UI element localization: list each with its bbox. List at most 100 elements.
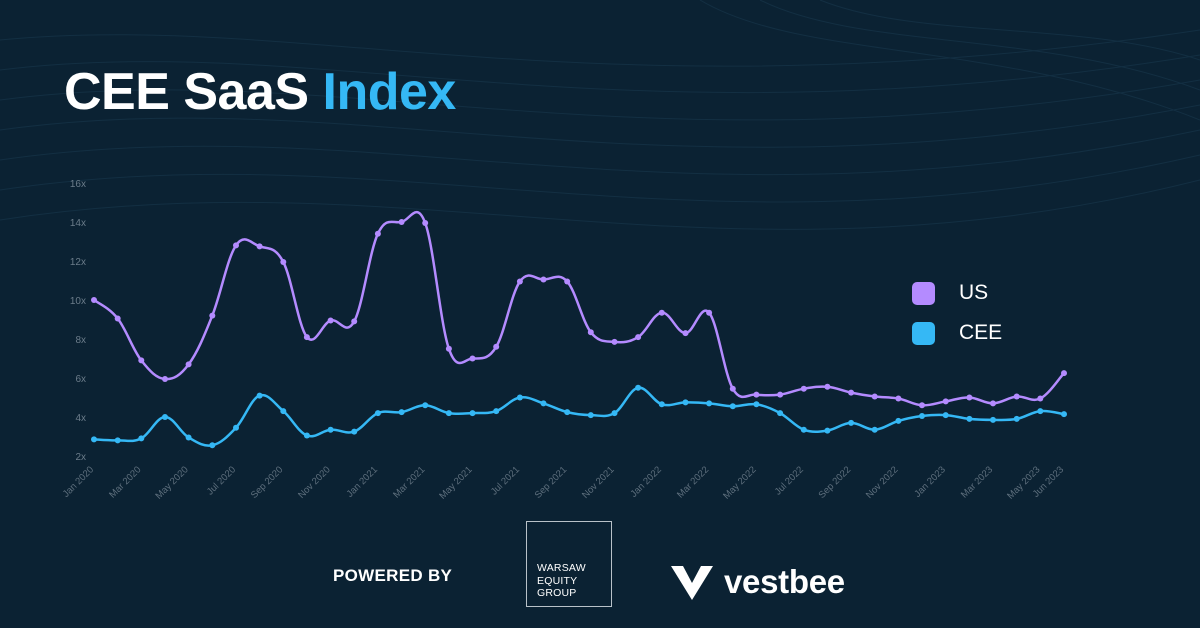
data-point-cee xyxy=(990,416,996,423)
data-point-us xyxy=(635,334,642,341)
data-point-us xyxy=(706,309,713,316)
y-tick-label: 4x xyxy=(75,413,86,424)
data-point-us xyxy=(233,242,239,249)
data-point-us xyxy=(516,278,523,285)
data-point-cee xyxy=(658,401,665,408)
x-axis: Jan 2020 Mar 2020 May 2020 Jul 2020 Sep 2020… xyxy=(61,464,1066,501)
y-tick-label: 6x xyxy=(75,374,86,385)
data-point-cee xyxy=(706,400,713,407)
x-tick-label: Jan 2023 xyxy=(912,464,947,499)
data-point-cee xyxy=(848,419,855,426)
data-point-us xyxy=(91,297,97,303)
data-point-us xyxy=(682,330,689,337)
data-point-us xyxy=(445,345,452,352)
powered-by-label: POWERED BY xyxy=(333,566,453,585)
data-point-cee xyxy=(777,410,784,417)
data-point-cee xyxy=(540,400,547,407)
data-point-cee xyxy=(966,415,973,422)
data-point-us xyxy=(824,383,831,390)
warsaw-equity-group-logo: WARSAW EQUITY GROUP xyxy=(526,521,612,607)
vestbee-logo-mark-icon xyxy=(671,566,713,600)
data-point-cee xyxy=(398,409,405,416)
data-point-cee xyxy=(327,426,334,433)
title-main: CEE SaaS xyxy=(64,63,309,121)
data-point-us xyxy=(729,385,736,392)
data-point-us xyxy=(1013,393,1020,400)
data-point-cee xyxy=(516,394,523,401)
data-point-cee xyxy=(611,410,618,417)
data-point-cee xyxy=(895,417,902,424)
y-axis: 2x 4x 6x 8x 10x 12x 14x 16x xyxy=(70,179,86,463)
data-point-us xyxy=(327,317,334,324)
x-tick-label: May 2020 xyxy=(153,464,190,501)
data-point-us xyxy=(493,343,500,350)
data-point-us xyxy=(611,338,618,345)
data-point-cee xyxy=(682,399,689,406)
x-tick-label: Sep 2022 xyxy=(817,464,854,501)
data-point-cee xyxy=(871,426,878,433)
data-point-us xyxy=(374,230,381,237)
x-tick-label: Sep 2020 xyxy=(249,464,286,501)
x-tick-label: Sep 2021 xyxy=(533,464,570,501)
data-point-cee xyxy=(1013,415,1020,422)
data-point-cee xyxy=(753,401,760,408)
data-point-us xyxy=(753,391,760,398)
x-tick-label: Mar 2021 xyxy=(391,464,427,500)
weg-line-1: WARSAW xyxy=(537,562,586,574)
data-point-us xyxy=(966,394,973,401)
data-point-us xyxy=(848,389,855,396)
data-point-us xyxy=(777,391,784,398)
legend-swatch-cee xyxy=(912,321,935,345)
data-point-us xyxy=(303,334,310,341)
data-point-us xyxy=(942,398,949,405)
x-tick-label: Nov 2020 xyxy=(296,464,333,501)
x-tick-label: Nov 2021 xyxy=(580,464,617,501)
y-tick-label: 2x xyxy=(75,452,86,463)
series-layer xyxy=(91,210,1067,449)
y-tick-label: 10x xyxy=(70,296,86,307)
data-point-cee xyxy=(351,428,358,435)
x-tick-label: Jul 2020 xyxy=(205,464,238,497)
x-tick-label: Jan 2020 xyxy=(61,464,96,499)
data-point-us xyxy=(256,243,263,250)
data-point-cee xyxy=(114,437,121,444)
data-point-us xyxy=(871,393,878,400)
data-point-cee xyxy=(374,410,381,417)
title-accent: Index xyxy=(322,63,457,121)
x-tick-label: Mar 2020 xyxy=(107,464,143,500)
data-point-cee xyxy=(635,384,642,391)
legend-label-cee: CEE xyxy=(959,321,1003,344)
data-point-cee xyxy=(729,403,736,410)
data-point-us xyxy=(351,318,358,325)
page-title: CEE SaaS Index xyxy=(64,62,456,122)
data-point-cee xyxy=(493,408,500,415)
y-tick-label: 14x xyxy=(70,218,86,229)
data-point-us xyxy=(658,309,665,316)
data-point-us xyxy=(587,329,594,336)
data-point-cee xyxy=(824,427,831,434)
data-point-us xyxy=(185,361,192,368)
data-point-us xyxy=(1037,395,1044,402)
chart-legend: US CEE xyxy=(912,280,1002,360)
data-point-us xyxy=(1061,370,1067,377)
data-point-us xyxy=(540,276,547,283)
x-tick-label: Jul 2022 xyxy=(773,464,806,497)
legend-item-us: US xyxy=(912,280,1002,306)
data-point-us xyxy=(422,220,429,226)
data-point-cee xyxy=(469,410,476,417)
data-point-us xyxy=(138,357,145,364)
x-tick-label: Mar 2022 xyxy=(675,464,711,500)
weg-line-2: EQUITY xyxy=(537,574,578,587)
x-tick-label: Mar 2023 xyxy=(959,464,995,500)
x-tick-label: Jan 2021 xyxy=(345,464,380,499)
data-point-us xyxy=(895,395,902,402)
data-point-cee xyxy=(564,409,571,416)
data-point-us xyxy=(469,355,476,362)
data-point-cee xyxy=(800,426,807,433)
data-point-cee xyxy=(162,414,168,420)
x-tick-label: May 2021 xyxy=(437,464,474,501)
series-line-cee xyxy=(92,386,1066,447)
data-point-cee xyxy=(919,413,925,419)
